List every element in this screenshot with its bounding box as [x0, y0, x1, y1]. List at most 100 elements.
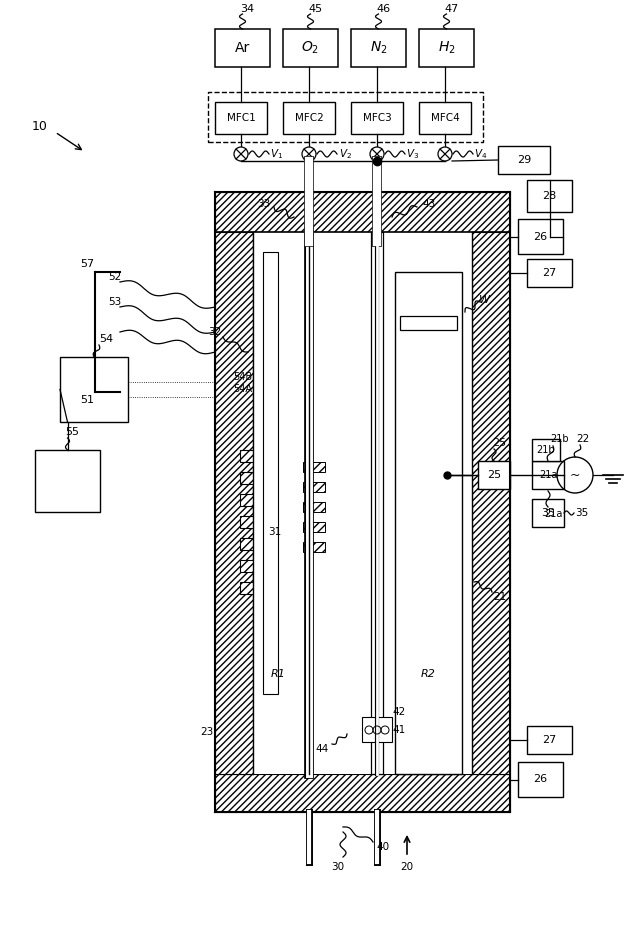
Text: 42: 42: [392, 707, 406, 717]
Text: 27: 27: [542, 268, 557, 278]
Bar: [527, 180, 572, 212]
Bar: [395, 272, 462, 774]
Text: 45: 45: [308, 4, 323, 14]
Text: 35: 35: [575, 508, 589, 518]
Bar: [283, 102, 335, 134]
Text: $N_2$: $N_2$: [370, 40, 387, 56]
Bar: [400, 316, 457, 330]
Text: R2: R2: [421, 669, 436, 679]
Bar: [253, 232, 288, 714]
Bar: [371, 232, 383, 774]
Bar: [498, 146, 550, 174]
Text: MFC4: MFC4: [431, 113, 460, 123]
Text: 40: 40: [376, 842, 390, 852]
Text: 26: 26: [533, 231, 548, 242]
Text: 21b: 21b: [537, 445, 556, 455]
Bar: [419, 29, 474, 67]
Bar: [35, 450, 100, 512]
Text: 34: 34: [241, 4, 255, 14]
Bar: [263, 252, 278, 694]
Text: 35: 35: [541, 508, 555, 518]
Text: 33: 33: [257, 199, 271, 209]
Bar: [419, 102, 471, 134]
Bar: [303, 522, 325, 532]
Text: 44: 44: [316, 744, 328, 754]
Bar: [208, 92, 483, 142]
Text: 32: 32: [209, 327, 221, 337]
Text: 54B: 54B: [234, 372, 253, 382]
Text: 52: 52: [108, 272, 122, 282]
Text: MFC3: MFC3: [363, 113, 392, 123]
Bar: [240, 472, 258, 484]
Text: 21: 21: [493, 592, 507, 602]
Bar: [472, 232, 510, 774]
Text: $V_1$: $V_1$: [271, 148, 284, 161]
Text: 22: 22: [577, 434, 589, 444]
Bar: [240, 516, 258, 528]
Bar: [303, 462, 325, 472]
Bar: [351, 102, 403, 134]
Text: 41: 41: [392, 725, 406, 735]
Text: 28: 28: [542, 191, 557, 201]
Text: 25: 25: [487, 470, 501, 480]
Text: R1: R1: [271, 669, 285, 679]
Text: 21a: 21a: [539, 470, 557, 480]
Text: 23: 23: [200, 727, 214, 737]
Bar: [253, 232, 472, 774]
Bar: [527, 259, 572, 287]
Bar: [532, 439, 560, 461]
Text: 10: 10: [32, 121, 48, 133]
Text: Ar: Ar: [235, 41, 250, 55]
Bar: [60, 357, 128, 422]
Bar: [240, 494, 258, 506]
Bar: [362, 717, 392, 742]
Bar: [351, 29, 406, 67]
Text: 26: 26: [533, 775, 548, 784]
Bar: [303, 542, 325, 552]
Bar: [303, 502, 325, 512]
Text: 54A: 54A: [234, 384, 253, 394]
Text: 54: 54: [99, 334, 113, 344]
Text: 47: 47: [444, 4, 459, 14]
Bar: [395, 272, 462, 774]
Bar: [240, 560, 258, 572]
Text: $H_2$: $H_2$: [438, 40, 455, 56]
Bar: [478, 461, 510, 489]
Text: $O_2$: $O_2$: [301, 40, 319, 56]
Text: MFC2: MFC2: [294, 113, 323, 123]
Bar: [532, 499, 564, 527]
Bar: [215, 102, 267, 134]
Bar: [240, 450, 258, 462]
Text: 31: 31: [268, 527, 282, 537]
Text: 29: 29: [517, 155, 531, 165]
Text: 57: 57: [80, 259, 94, 269]
Bar: [283, 29, 338, 67]
Text: 51: 51: [80, 395, 94, 405]
Bar: [532, 461, 564, 489]
Text: 25: 25: [492, 438, 506, 448]
Text: 27: 27: [542, 735, 557, 745]
Text: 53: 53: [108, 297, 122, 307]
Bar: [240, 582, 258, 594]
Bar: [518, 219, 563, 254]
Text: ~: ~: [570, 468, 580, 482]
Bar: [518, 762, 563, 797]
Bar: [303, 482, 325, 492]
Text: 21b: 21b: [550, 434, 570, 444]
Text: $V_2$: $V_2$: [339, 148, 351, 161]
Text: 30: 30: [332, 862, 344, 872]
Text: 20: 20: [401, 862, 413, 872]
Text: W: W: [479, 295, 490, 305]
Text: 43: 43: [422, 199, 436, 209]
Text: $V_4$: $V_4$: [474, 148, 488, 161]
Text: MFC1: MFC1: [227, 113, 255, 123]
Bar: [215, 29, 270, 67]
Bar: [215, 774, 510, 812]
Text: 46: 46: [376, 4, 390, 14]
Bar: [240, 538, 258, 550]
Bar: [215, 232, 253, 774]
Bar: [215, 192, 510, 232]
Text: 21a: 21a: [544, 509, 562, 519]
Bar: [527, 726, 572, 754]
Text: $V_3$: $V_3$: [406, 148, 420, 161]
